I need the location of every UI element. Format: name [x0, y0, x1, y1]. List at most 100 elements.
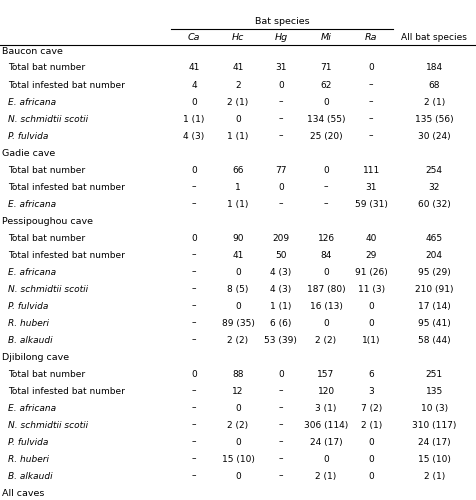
Text: 11 (3): 11 (3): [358, 284, 385, 294]
Text: Total infested bat number: Total infested bat number: [8, 80, 125, 90]
Text: 2 (2): 2 (2): [316, 336, 337, 344]
Text: Total infested bat number: Total infested bat number: [8, 250, 125, 260]
Text: 0: 0: [323, 454, 329, 464]
Text: –: –: [192, 472, 196, 480]
Text: All bat species: All bat species: [401, 33, 467, 42]
Text: 187 (80): 187 (80): [307, 284, 346, 294]
Text: 12: 12: [232, 386, 244, 396]
Text: 41: 41: [232, 250, 244, 260]
Text: –: –: [278, 454, 283, 464]
Text: Total bat number: Total bat number: [8, 166, 85, 174]
Text: 91 (26): 91 (26): [355, 268, 387, 276]
Text: –: –: [278, 404, 283, 412]
Text: –: –: [369, 80, 374, 90]
Text: 68: 68: [428, 80, 440, 90]
Text: 1 (1): 1 (1): [228, 132, 248, 140]
Text: 60 (32): 60 (32): [418, 200, 451, 208]
Text: R. huberi: R. huberi: [8, 454, 49, 464]
Text: 95 (29): 95 (29): [418, 268, 451, 276]
Text: 0: 0: [278, 370, 284, 378]
Text: –: –: [192, 438, 196, 446]
Text: 50: 50: [275, 250, 287, 260]
Text: Ra: Ra: [365, 33, 377, 42]
Text: 41: 41: [188, 64, 199, 72]
Text: Total infested bat number: Total infested bat number: [8, 386, 125, 396]
Text: 1(1): 1(1): [362, 336, 380, 344]
Text: –: –: [278, 200, 283, 208]
Text: Hg: Hg: [274, 33, 288, 42]
Text: E. africana: E. africana: [8, 404, 56, 412]
Text: 0: 0: [235, 268, 241, 276]
Text: –: –: [324, 182, 328, 192]
Text: 2 (1): 2 (1): [316, 472, 337, 480]
Text: –: –: [192, 200, 196, 208]
Text: 209: 209: [272, 234, 289, 242]
Text: 0: 0: [323, 318, 329, 328]
Text: 89 (35): 89 (35): [221, 318, 255, 328]
Text: 59 (31): 59 (31): [355, 200, 388, 208]
Text: –: –: [278, 98, 283, 106]
Text: 0: 0: [278, 182, 284, 192]
Text: 0: 0: [323, 98, 329, 106]
Text: Total bat number: Total bat number: [8, 370, 85, 378]
Text: Pessipoughou cave: Pessipoughou cave: [2, 216, 93, 226]
Text: 31: 31: [366, 182, 377, 192]
Text: 77: 77: [275, 166, 287, 174]
Text: 126: 126: [317, 234, 335, 242]
Text: 15 (10): 15 (10): [418, 454, 451, 464]
Text: –: –: [192, 420, 196, 430]
Text: –: –: [192, 336, 196, 344]
Text: 135: 135: [426, 386, 443, 396]
Text: 1 (1): 1 (1): [183, 114, 205, 124]
Text: 30 (24): 30 (24): [418, 132, 451, 140]
Text: Gadie cave: Gadie cave: [2, 148, 55, 158]
Text: 0: 0: [368, 318, 374, 328]
Text: 0: 0: [235, 472, 241, 480]
Text: Total infested bat number: Total infested bat number: [8, 182, 125, 192]
Text: –: –: [369, 98, 374, 106]
Text: 29: 29: [366, 250, 377, 260]
Text: 0: 0: [368, 472, 374, 480]
Text: 0: 0: [368, 454, 374, 464]
Text: 31: 31: [275, 64, 287, 72]
Text: 6: 6: [368, 370, 374, 378]
Text: –: –: [278, 438, 283, 446]
Text: P. fulvida: P. fulvida: [8, 302, 48, 310]
Text: 84: 84: [320, 250, 332, 260]
Text: 0: 0: [235, 302, 241, 310]
Text: 1: 1: [235, 182, 241, 192]
Text: 306 (114): 306 (114): [304, 420, 348, 430]
Text: 3: 3: [368, 386, 374, 396]
Text: E. africana: E. africana: [8, 268, 56, 276]
Text: –: –: [369, 114, 374, 124]
Text: 0: 0: [191, 166, 197, 174]
Text: 24 (17): 24 (17): [310, 438, 342, 446]
Text: N. schmidtii scotii: N. schmidtii scotii: [8, 420, 88, 430]
Text: 3 (1): 3 (1): [316, 404, 337, 412]
Text: 95 (41): 95 (41): [418, 318, 451, 328]
Text: 134 (55): 134 (55): [307, 114, 345, 124]
Text: Total bat number: Total bat number: [8, 64, 85, 72]
Text: 90: 90: [232, 234, 244, 242]
Text: 157: 157: [317, 370, 335, 378]
Text: –: –: [278, 386, 283, 396]
Text: –: –: [192, 404, 196, 412]
Text: 71: 71: [320, 64, 332, 72]
Text: 135 (56): 135 (56): [415, 114, 454, 124]
Text: 40: 40: [366, 234, 377, 242]
Text: 32: 32: [429, 182, 440, 192]
Text: –: –: [192, 318, 196, 328]
Text: 2 (2): 2 (2): [228, 336, 248, 344]
Text: B. alkaudi: B. alkaudi: [8, 472, 52, 480]
Text: 0: 0: [368, 302, 374, 310]
Text: 16 (13): 16 (13): [309, 302, 343, 310]
Text: –: –: [278, 114, 283, 124]
Text: 2 (1): 2 (1): [424, 98, 445, 106]
Text: Total bat number: Total bat number: [8, 234, 85, 242]
Text: –: –: [192, 250, 196, 260]
Text: 1 (1): 1 (1): [228, 200, 248, 208]
Text: 0: 0: [278, 80, 284, 90]
Text: 25 (20): 25 (20): [310, 132, 342, 140]
Text: 58 (44): 58 (44): [418, 336, 451, 344]
Text: 2 (1): 2 (1): [228, 98, 248, 106]
